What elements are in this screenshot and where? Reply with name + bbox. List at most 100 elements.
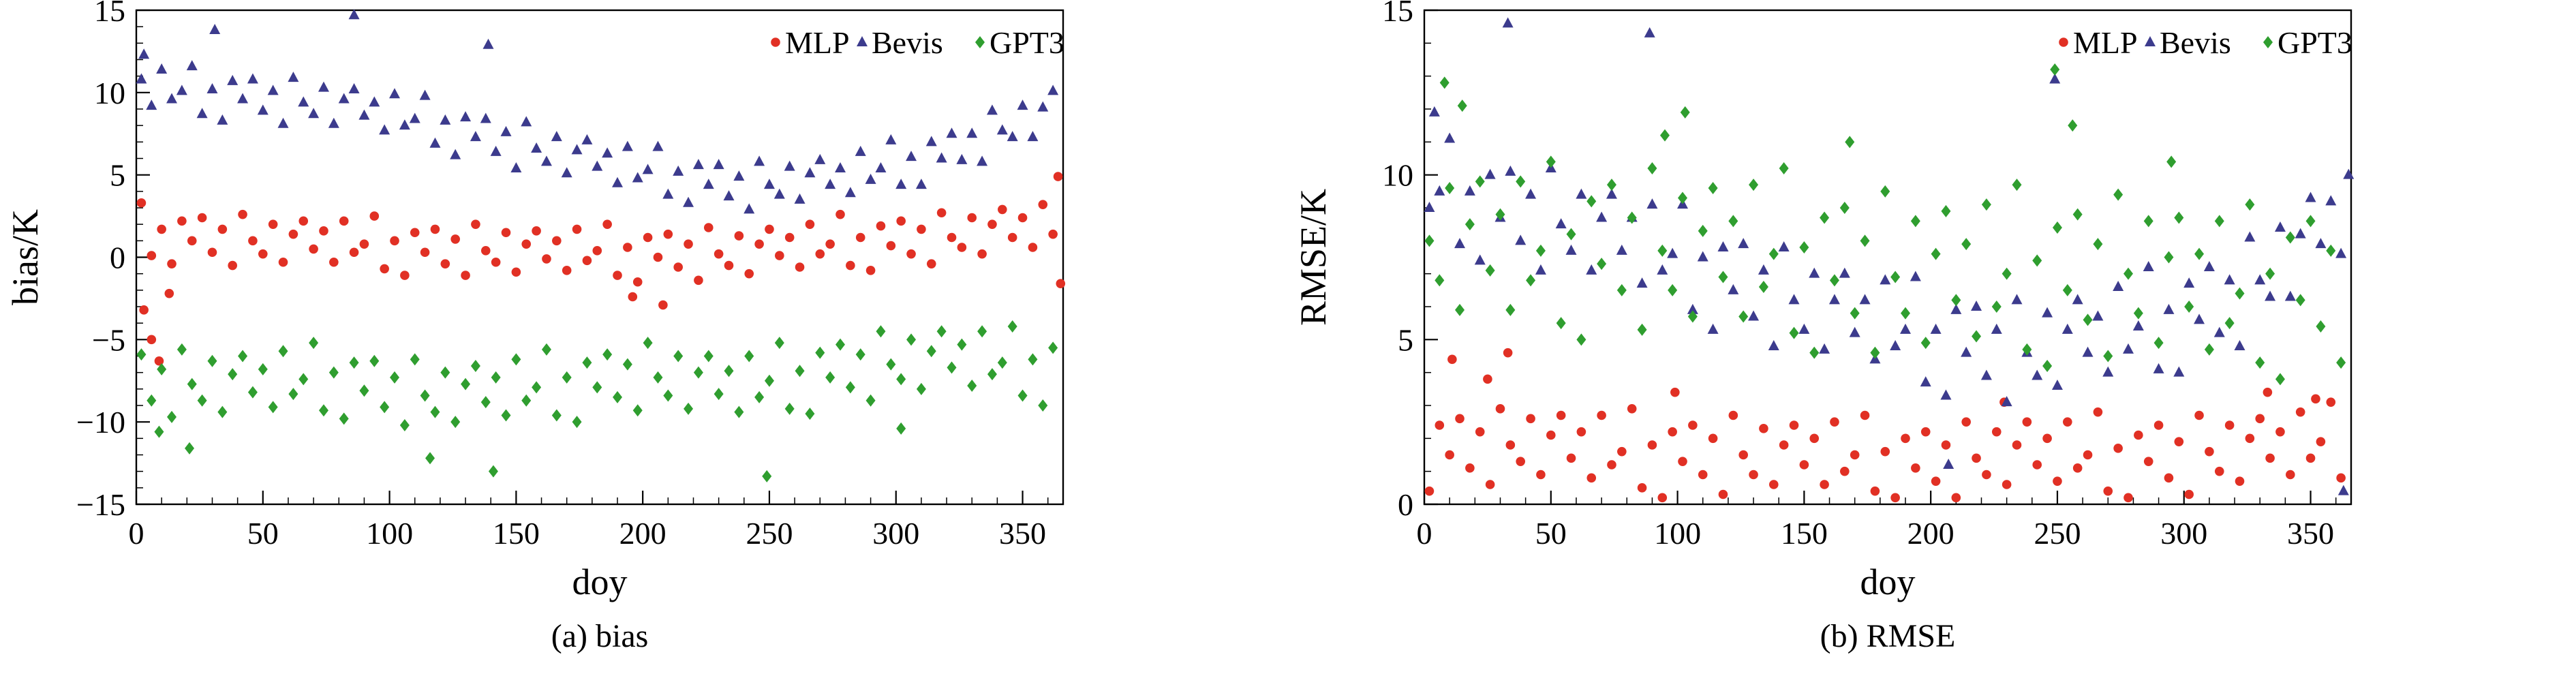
data-point-gpt3 [977,325,987,338]
rmse-chart: 0 50 100 150 200 250 300 350 doy 0 5 10 15 RMSE/K MLP B… [1293,0,2355,602]
data-point-gpt3 [684,402,694,415]
data-point-bevis [227,74,239,85]
data-point-mlp [906,249,916,259]
data-point-gpt3 [855,348,865,361]
data-point-mlp [248,236,258,246]
x-tick-label: 150 [1781,516,1828,551]
data-point-gpt3 [1845,136,1855,149]
data-point-mlp [865,266,876,275]
data-point-mlp [369,211,380,221]
data-point-gpt3 [1728,215,1738,228]
data-point-gpt3 [1038,399,1048,412]
data-point-gpt3 [815,346,825,359]
data-point-bevis [1880,274,1891,285]
rmse-panel: 0 50 100 150 200 250 300 350 doy 0 5 10 15 RMSE/K MLP B… [1288,0,2576,676]
data-point-mlp [1516,457,1526,466]
data-point-gpt3 [461,378,471,390]
data-point-bevis [1920,376,1931,387]
data-point-bevis [946,127,957,138]
data-point-mlp [1688,420,1698,430]
data-point-bevis [1707,323,1719,334]
data-point-mlp [2063,417,2072,427]
data-point-bevis [2049,73,2061,84]
legend-marker-mlp [2059,37,2068,47]
data-point-bevis [1971,301,1982,311]
data-point-bevis [723,190,735,201]
data-point-gpt3 [2068,119,2078,132]
data-point-mlp [2164,473,2174,483]
data-point-gpt3 [1972,330,1982,343]
data-point-bevis [673,165,684,176]
data-point-bevis [1717,241,1729,251]
data-point-gpt3 [1799,241,1809,253]
data-point-gpt3 [764,374,774,387]
data-point-bevis [906,151,917,162]
data-point-bevis [2203,261,2215,271]
data-point-bevis [1839,267,1850,278]
data-point-mlp [2123,493,2133,503]
data-point-bevis [1768,340,1779,350]
data-point-bevis [996,124,1008,135]
bias-chart: 0 50 100 150 200 250 300 350 doy −15 −10 −5 0 5 10 15 bi… [5,0,1066,602]
data-point-gpt3 [1546,155,1556,168]
data-point-mlp [1056,279,1066,288]
data-point-mlp [177,216,187,226]
data-point-mlp [2263,387,2273,397]
x-tick-label: 350 [999,516,1046,551]
data-point-gpt3 [2204,343,2214,356]
data-point-gpt3 [430,405,440,418]
data-point-mlp [349,247,359,258]
data-point-mlp [1495,404,1505,414]
data-point-bevis [1434,185,1445,196]
data-point-mlp [1911,463,1920,473]
data-point-gpt3 [1445,182,1455,194]
data-point-bevis [2194,313,2205,324]
data-point-mlp [2174,437,2184,446]
data-point-bevis [482,38,494,49]
data-point-gpt3 [1951,294,1961,307]
data-point-gpt3 [643,337,653,350]
data-point-bevis [399,119,410,130]
data-point-mlp [714,249,724,259]
data-point-mlp [1850,450,1860,460]
data-point-mlp [1789,420,1799,430]
data-point-gpt3 [359,384,369,397]
data-point-mlp [1505,440,1516,450]
data-point-bevis [804,167,816,178]
data-point-mlp [2286,470,2295,480]
data-point-mlp [1017,213,1028,223]
data-point-mlp [2265,453,2275,463]
y-tick-label: 5 [1398,322,1413,357]
data-point-mlp [238,209,247,219]
data-point-mlp [288,229,298,239]
data-point-bevis [1424,202,1435,212]
data-point-mlp [207,247,217,258]
data-point-gpt3 [1829,274,1839,287]
data-point-mlp [623,243,632,252]
data-point-bevis [196,108,208,119]
data-point-gpt3 [369,354,380,367]
data-point-bevis [1037,101,1049,112]
data-point-mlp [1738,450,1748,460]
data-point-mlp [2311,394,2320,404]
data-point-mlp [2326,397,2336,407]
data-point-mlp [1678,457,1687,466]
data-point-bevis [156,63,168,74]
data-point-bevis [1900,323,1912,334]
data-point-gpt3 [714,388,724,401]
data-point-gpt3 [511,353,521,366]
data-point-mlp [2224,420,2235,430]
data-point-gpt3 [673,350,684,363]
data-point-gpt3 [2245,198,2255,211]
data-point-gpt3 [2052,221,2062,234]
data-point-bevis [1007,131,1018,142]
data-point-gpt3 [876,325,886,338]
data-point-bevis [247,73,258,84]
data-point-bevis [2132,320,2144,331]
data-point-mlp [1670,387,1680,397]
data-point-mlp [1424,486,1435,496]
data-point-gpt3 [1535,244,1546,257]
data-point-mlp [1820,480,1829,489]
data-point-mlp [2245,433,2255,444]
data-point-mlp [1627,404,1637,414]
